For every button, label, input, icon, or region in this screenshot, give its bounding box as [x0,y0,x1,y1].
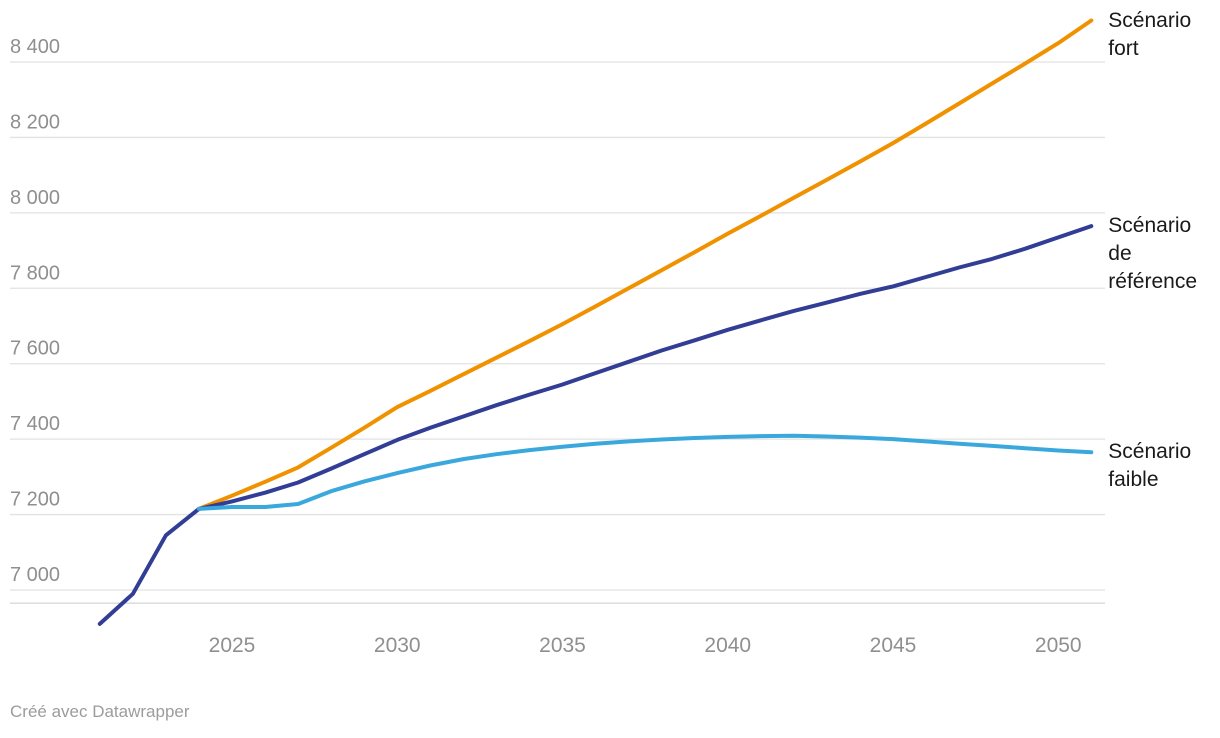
y-tick-label: 7 200 [10,489,60,511]
x-tick-label: 2030 [374,634,421,657]
x-tick-label: 2045 [870,634,917,657]
series-label-line: fort [1108,36,1139,60]
series-label-line: faible [1108,468,1159,492]
y-tick-label: 7 800 [10,262,60,284]
y-tick-label: 8 400 [10,36,60,58]
series-label-line: Scénario [1108,440,1192,464]
y-tick-label: 7 600 [10,338,60,360]
y-tick-label: 8 200 [10,111,60,133]
series-label-line: de [1108,242,1132,266]
y-tick-label: 7 400 [10,413,60,435]
series-line [196,433,1094,511]
series-label: Scénario faible [1108,438,1191,494]
x-tick-label: 2035 [539,634,586,657]
line-chart: 7 000 7 200 7 400 7 600 7 800 8 000 8 200 8 400… [10,18,1105,657]
y-tick-label: 8 000 [10,187,60,209]
x-tick-label: 2040 [704,634,751,657]
series-line [97,224,1094,626]
series-line [196,18,1094,511]
series-label-line: référence [1108,270,1198,294]
y-tick-label: 7 000 [10,564,60,586]
x-tick-label: 2050 [1035,634,1082,657]
x-tick-label: 2025 [209,634,256,657]
credit-line: Créé avec Datawrapper [10,702,190,721]
series-label-line: Scénario [1108,214,1192,238]
series-label: Scénario de référence [1108,212,1197,296]
series-label-line: Scénario [1108,8,1192,32]
series-label: Scénario fort [1108,7,1191,63]
